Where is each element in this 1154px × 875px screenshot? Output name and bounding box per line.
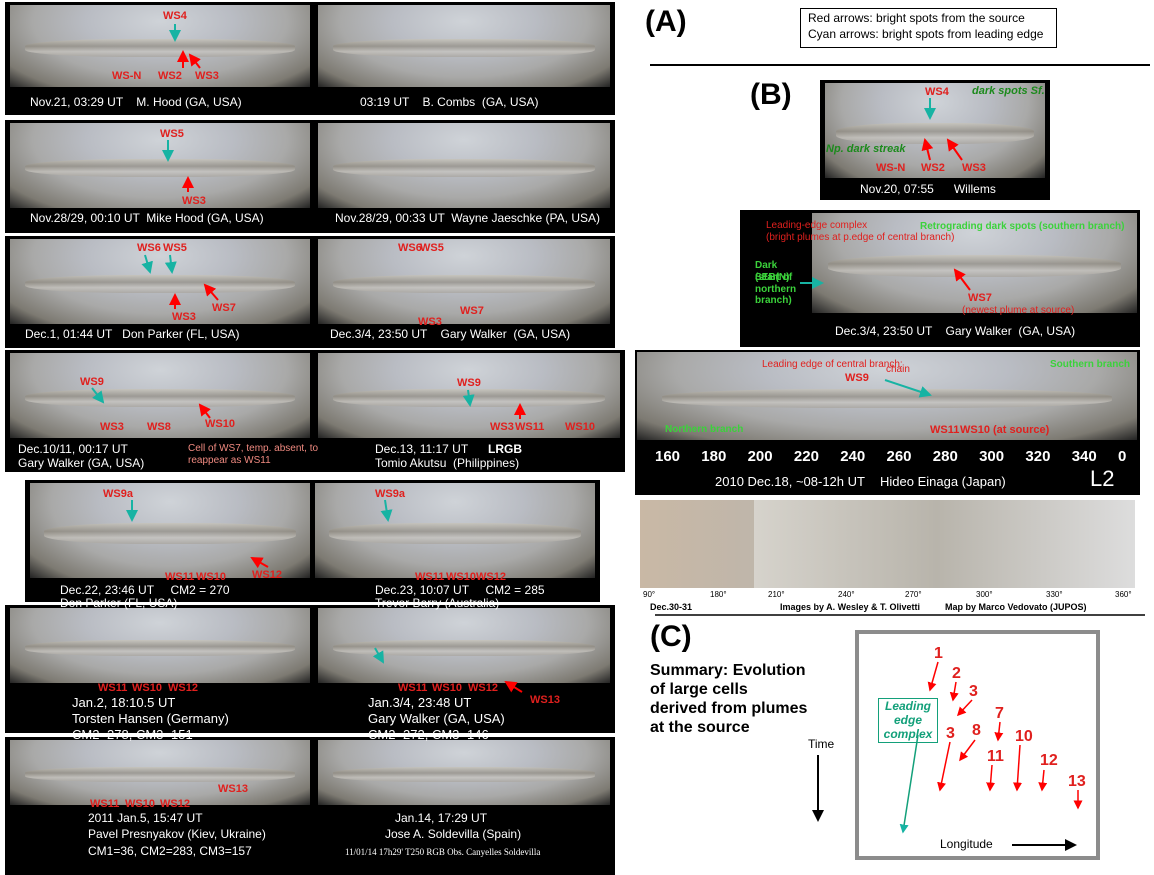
arrow bbox=[385, 500, 388, 520]
arrow bbox=[903, 735, 918, 832]
arrow bbox=[145, 255, 150, 272]
figure: (A)Red arrows: bright spots from the sou… bbox=[0, 0, 1154, 875]
arrow bbox=[930, 662, 938, 690]
arrow bbox=[170, 255, 172, 272]
arrow bbox=[92, 388, 103, 402]
arrow bbox=[953, 682, 956, 700]
arrow bbox=[200, 405, 210, 418]
arrow bbox=[375, 648, 383, 662]
overlay bbox=[0, 0, 1154, 875]
arrow bbox=[925, 140, 930, 160]
arrow bbox=[955, 270, 970, 290]
arrow bbox=[948, 140, 962, 160]
arrow bbox=[990, 765, 992, 790]
arrow bbox=[205, 285, 218, 300]
arrow bbox=[998, 722, 1000, 740]
arrow bbox=[468, 390, 470, 405]
arrow bbox=[940, 742, 950, 790]
arrow bbox=[958, 700, 972, 715]
arrow bbox=[960, 740, 975, 760]
arrow bbox=[1017, 745, 1020, 790]
arrow bbox=[885, 380, 930, 395]
arrow bbox=[506, 682, 522, 692]
arrow bbox=[190, 55, 200, 68]
arrow bbox=[252, 558, 268, 567]
arrow bbox=[1042, 770, 1044, 790]
